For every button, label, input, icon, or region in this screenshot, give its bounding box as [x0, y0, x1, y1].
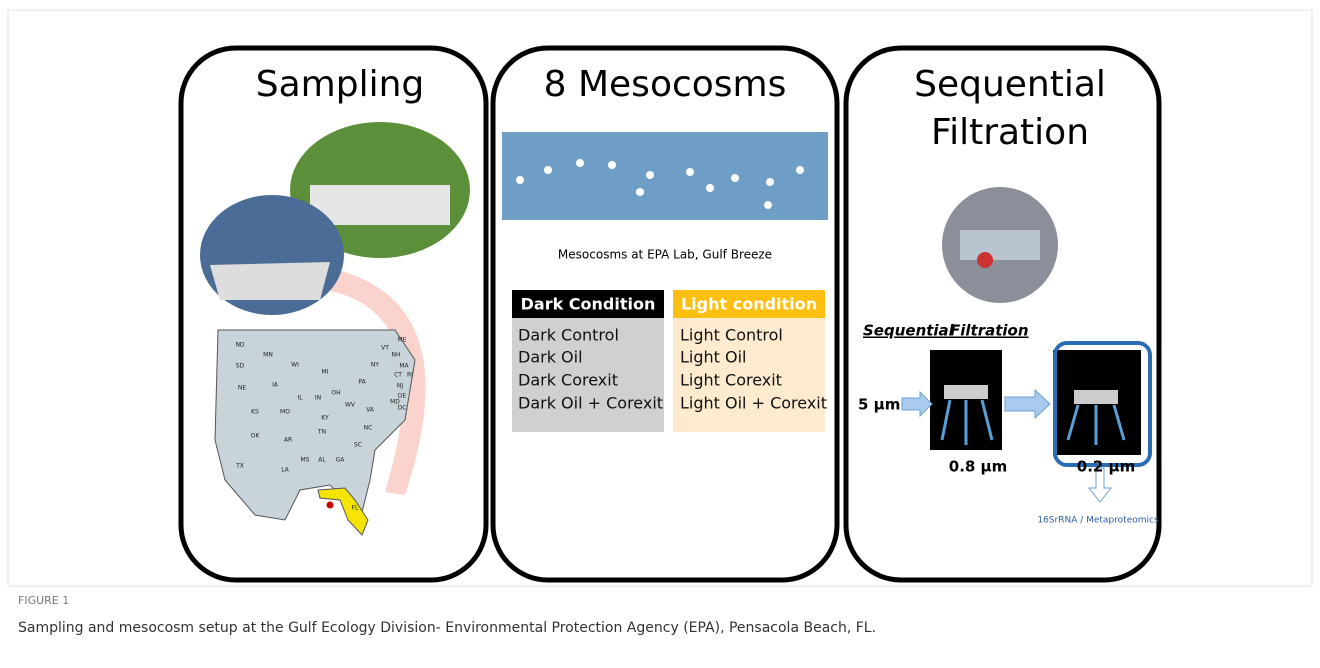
panel-title: Sampling: [256, 64, 425, 105]
state-label: LA: [281, 467, 289, 474]
body-bg: [512, 318, 664, 432]
condition-item: Dark Oil: [518, 348, 583, 367]
filter-head: [1074, 390, 1118, 404]
condition-header: Dark Condition: [521, 295, 656, 314]
state-label: MA: [399, 363, 409, 370]
state-label: AL: [318, 457, 326, 464]
condition-item: Light Corexit: [680, 371, 782, 390]
arrow: [901, 390, 933, 418]
filter-legs: [940, 399, 1126, 445]
state-label: OH: [331, 390, 340, 397]
state-label: IN: [315, 395, 321, 402]
state-label: WI: [291, 362, 299, 369]
photo-detail: [310, 185, 450, 225]
state-label: OK: [251, 433, 261, 440]
state-label: RI: [407, 372, 413, 379]
map-labels: ND MN SD WI MI NE IA IL IN OH PA NY ME V…: [235, 337, 413, 512]
state-label: MN: [263, 352, 273, 359]
arrow: [1004, 388, 1051, 420]
state-label: MS: [301, 457, 310, 464]
state-label: PA: [358, 379, 366, 386]
site-marker: [326, 501, 334, 509]
header-bg: [673, 290, 825, 318]
photo-caption: Mesocosms at EPA Lab, Gulf Breeze: [558, 248, 772, 262]
output-label: 16SrRNA / Metaproteomics: [1037, 516, 1159, 526]
panel-title: 8 Mesocosms: [544, 64, 787, 105]
filter-head: [944, 385, 988, 399]
subtitle-word: Filtration: [950, 322, 1029, 340]
state-label: TX: [235, 463, 244, 470]
arrow-arc: [325, 268, 426, 495]
input-size: 5 µm: [858, 396, 900, 414]
filter-size: 0.2 µm: [1077, 458, 1135, 476]
state-label: NJ: [397, 383, 403, 390]
state-label: CT: [394, 372, 402, 379]
state-label: GA: [336, 457, 346, 464]
state-label: FL: [352, 505, 359, 512]
state-label: MO: [280, 409, 290, 416]
state-label: IA: [272, 382, 279, 389]
state-label: TN: [317, 429, 326, 436]
state-label: ME: [398, 337, 407, 344]
state-label: NY: [371, 362, 379, 369]
condition-item: Dark Oil + Corexit: [518, 394, 663, 413]
panel-title: Sequential: [914, 64, 1106, 105]
state-label: KY: [321, 415, 329, 422]
state-label: IL: [297, 395, 303, 402]
figure-label: FIGURE 1: [18, 594, 69, 607]
photo-detail: [977, 252, 993, 268]
condition-item: Light Oil: [680, 348, 747, 367]
state-label: ND: [235, 342, 244, 349]
body-bg: [673, 318, 825, 432]
state-label: AR: [284, 437, 292, 444]
state-label: DC: [398, 405, 407, 412]
state-label: SC: [354, 442, 362, 449]
state-label: KS: [251, 409, 259, 416]
panel-sampling: [178, 45, 489, 583]
panel-title: Filtration: [931, 112, 1089, 153]
photo-detail: [210, 262, 330, 300]
header-bg: [512, 290, 664, 318]
condition-item: Light Oil + Corexit: [680, 394, 827, 413]
condition-item: Light Control: [680, 326, 783, 345]
arrow: [1087, 467, 1113, 503]
state-label: NC: [364, 425, 373, 432]
state-label: SD: [236, 363, 245, 370]
state-label: MI: [322, 369, 329, 376]
state-label: NH: [392, 352, 401, 359]
state-label: WV: [345, 402, 356, 409]
state-label: MD: [390, 399, 400, 406]
condition-item: Dark Control: [518, 326, 619, 345]
figure-caption: Sampling and mesocosm setup at the Gulf …: [18, 620, 876, 636]
subtitle-word: Sequential: [863, 322, 955, 340]
florida: [317, 487, 369, 536]
state-label: DE: [398, 393, 407, 400]
buoys: [516, 159, 804, 209]
mesocosm-photo: [502, 132, 828, 220]
highlight-box: [1053, 341, 1152, 467]
state-label: VA: [366, 407, 375, 414]
state-label: VT: [381, 345, 389, 352]
filter-size: 0.8 µm: [949, 458, 1007, 476]
state-label: NE: [238, 385, 246, 392]
condition-item: Dark Corexit: [518, 371, 618, 390]
condition-header: Light condition: [681, 295, 817, 314]
photo-detail: [960, 230, 1040, 260]
